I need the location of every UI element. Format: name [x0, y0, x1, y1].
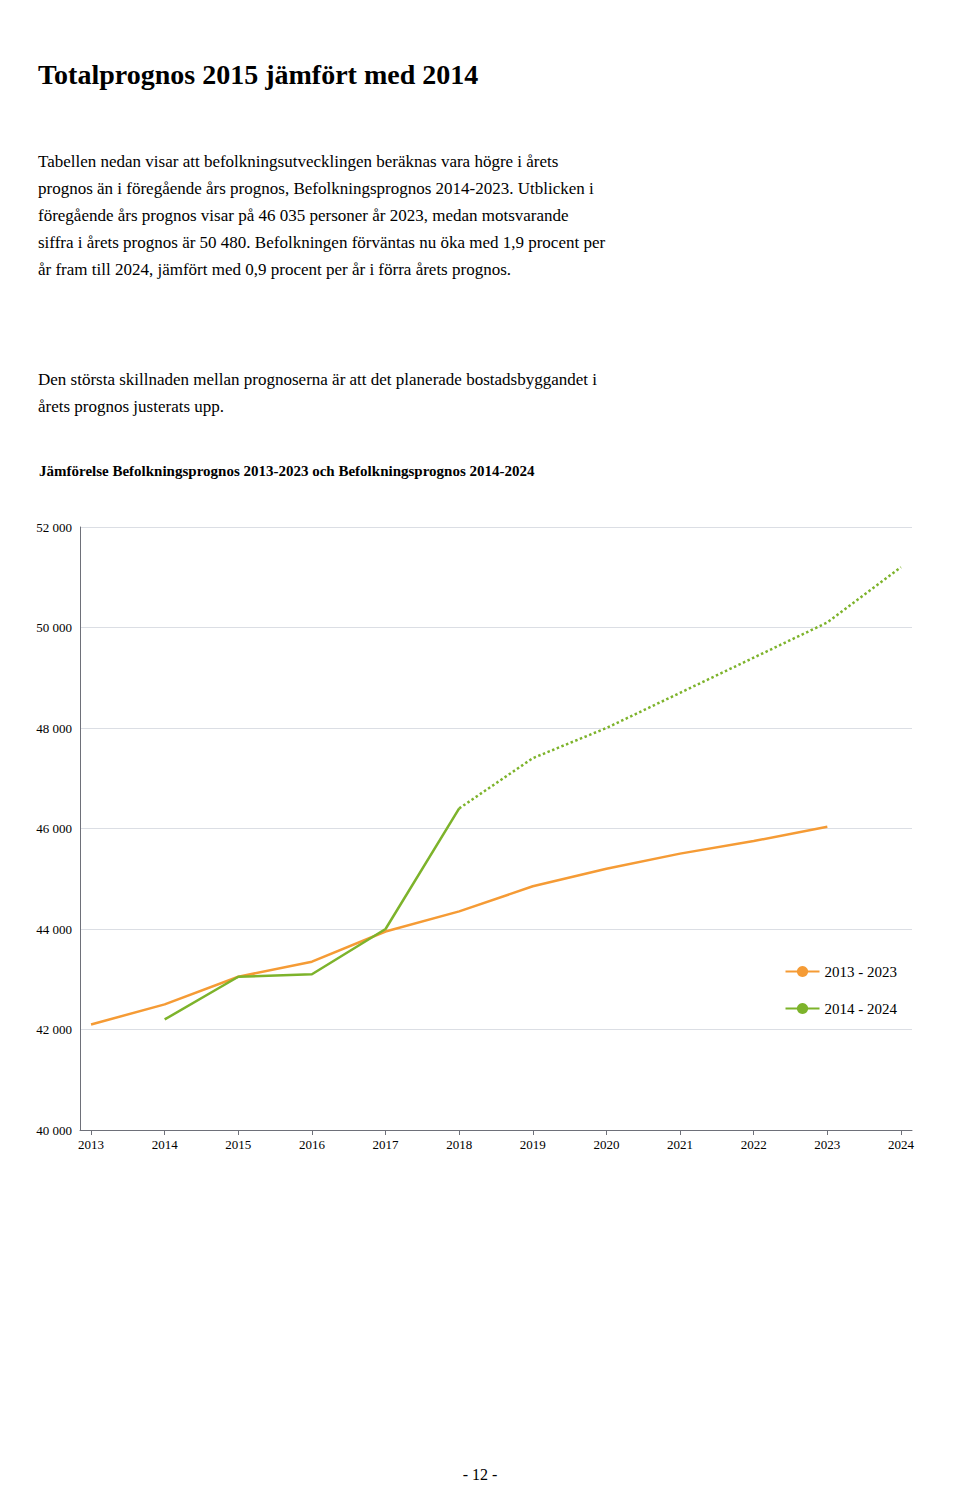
svg-text:52 000: 52 000 — [36, 520, 72, 535]
svg-text:40 000: 40 000 — [36, 1123, 72, 1138]
svg-text:2017: 2017 — [373, 1137, 400, 1152]
svg-text:46 000: 46 000 — [36, 821, 72, 836]
svg-text:2013: 2013 — [78, 1137, 104, 1152]
svg-text:Jämförelse Befolkningsprognos: Jämförelse Befolkningsprognos 2013-2023 … — [39, 463, 535, 479]
svg-text:2023: 2023 — [814, 1137, 840, 1152]
svg-text:48 000: 48 000 — [36, 721, 72, 736]
svg-text:2019: 2019 — [520, 1137, 546, 1152]
svg-text:2022: 2022 — [741, 1137, 767, 1152]
svg-text:2021: 2021 — [667, 1137, 693, 1152]
svg-text:2014: 2014 — [152, 1137, 179, 1152]
svg-text:prognos än i föregående års pr: prognos än i föregående års prognos, Bef… — [38, 179, 594, 198]
svg-text:Totalprognos 2015 jämfört med: Totalprognos 2015 jämfört med 2014 — [38, 59, 478, 90]
svg-text:Den största skillnaden mellan: Den största skillnaden mellan prognosern… — [38, 370, 597, 389]
svg-text:2014 - 2024: 2014 - 2024 — [825, 1001, 898, 1017]
svg-text:föregående års prognos visar p: föregående års prognos visar på 46 035 p… — [38, 206, 569, 225]
svg-text:år fram till 2024, jämfört med: år fram till 2024, jämfört med 0,9 proce… — [38, 260, 511, 279]
svg-text:42 000: 42 000 — [36, 1022, 72, 1037]
svg-text:2024: 2024 — [888, 1137, 915, 1152]
svg-text:2020: 2020 — [593, 1137, 619, 1152]
svg-text:2018: 2018 — [446, 1137, 472, 1152]
svg-text:2016: 2016 — [299, 1137, 326, 1152]
svg-text:Tabellen nedan visar att befol: Tabellen nedan visar att befolkningsutve… — [38, 152, 558, 171]
svg-text:2013 - 2023: 2013 - 2023 — [825, 964, 898, 980]
svg-text:44 000: 44 000 — [36, 922, 72, 937]
svg-text:siffra i årets prognos är 50 4: siffra i årets prognos är 50 480. Befolk… — [38, 233, 605, 252]
svg-text:årets prognos justerats upp.: årets prognos justerats upp. — [38, 397, 224, 416]
svg-text:2015: 2015 — [225, 1137, 251, 1152]
svg-text:- 12 -: - 12 - — [463, 1466, 498, 1483]
svg-text:50 000: 50 000 — [36, 620, 72, 635]
